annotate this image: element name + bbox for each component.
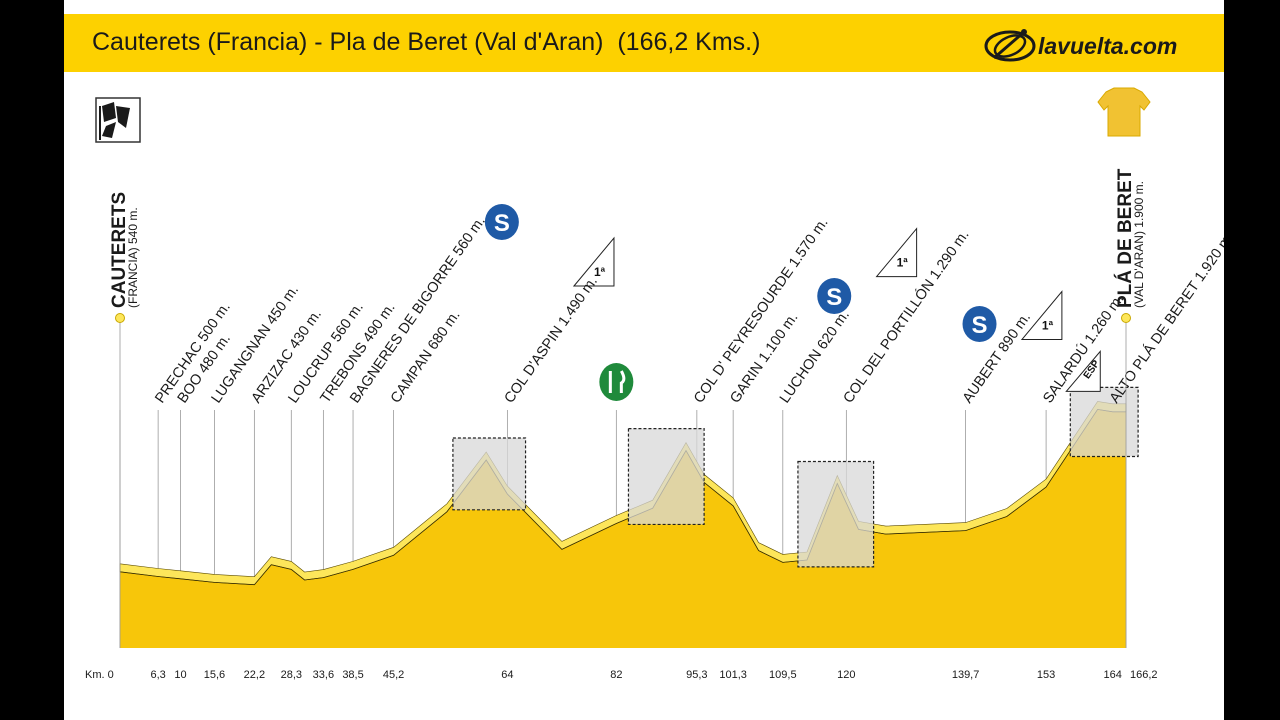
stage-profile-frame: Cauterets (Francia) - Pla de Beret (Val … xyxy=(64,0,1224,720)
sprint-badge-circle xyxy=(484,204,519,240)
sprint-badge-label: S xyxy=(972,312,988,339)
tick-label: 95,3 xyxy=(686,669,707,681)
sprint-badge-label: S xyxy=(494,210,510,237)
tick-label: 64 xyxy=(501,669,513,681)
climb-zone-box xyxy=(797,460,875,568)
finish-alt: (VAL D'ARAN) 1.900 m. xyxy=(1132,181,1146,308)
tick-label: 45,2 xyxy=(383,669,404,681)
climb-category-label: 1ª xyxy=(897,256,909,270)
start-marker xyxy=(115,313,125,323)
sprint-badge-icon: S xyxy=(962,306,997,342)
sprint-badge-label: S xyxy=(826,284,842,311)
finish-marker xyxy=(1121,313,1131,323)
climb-category-tag: 1ª xyxy=(875,227,918,278)
sprint-badge-icon: S xyxy=(817,278,852,314)
cycling-logo-icon xyxy=(984,29,1036,62)
tick-label: 10 xyxy=(174,669,186,681)
place-label: COL D'ASPIN 1.490 m. xyxy=(502,274,601,406)
tick-label: 153 xyxy=(1037,669,1055,681)
profile-area xyxy=(120,409,1126,648)
knife-icon xyxy=(619,370,626,393)
climb-category-triangle xyxy=(1020,290,1063,341)
tick-label: 101,3 xyxy=(719,669,747,681)
tick-label: 15,6 xyxy=(204,669,225,681)
tick-label: 6,3 xyxy=(150,669,165,681)
climb-category-tag: 1ª xyxy=(572,236,615,287)
tick-label: 166,2 xyxy=(1130,669,1158,681)
tick-label: 28,3 xyxy=(281,669,302,681)
tick-label: 38,5 xyxy=(342,669,363,681)
feed-zone-circle xyxy=(599,363,634,401)
sprint-badge-icon: S xyxy=(484,204,519,240)
start-flag-icon xyxy=(95,97,141,143)
climb-category-triangle xyxy=(1065,350,1101,392)
climb-category-triangle xyxy=(572,236,615,287)
tick-label: 22,2 xyxy=(244,669,265,681)
climb-category-triangle xyxy=(875,227,918,278)
climb-zone-box xyxy=(627,427,705,526)
tick-label: Km. 0 xyxy=(85,669,114,681)
climb-category-tag: ESP xyxy=(1065,350,1102,392)
brand-text: lavuelta.com xyxy=(1038,33,1178,59)
climb-zone-box xyxy=(1069,386,1139,458)
sprint-badge-circle xyxy=(817,278,852,314)
brand-logo[interactable]: lavuelta.com xyxy=(984,22,1204,66)
header-bar: Cauterets (Francia) - Pla de Beret (Val … xyxy=(64,14,1224,72)
sprint-badge-circle xyxy=(962,306,997,342)
finish-name: PLÁ DE BERET xyxy=(1114,168,1136,308)
tick-label: 33,6 xyxy=(313,669,334,681)
start-name: CAUTERETS xyxy=(109,192,130,308)
climb-category-label: 1ª xyxy=(594,265,606,279)
tick-label: 109,5 xyxy=(769,669,797,681)
climb-zone-box xyxy=(452,437,527,511)
climb-category-label: 1ª xyxy=(1042,319,1054,333)
tick-label: 139,7 xyxy=(952,669,980,681)
climb-category-tag: 1ª xyxy=(1020,290,1063,341)
tick-label: 82 xyxy=(610,669,622,681)
start-alt: (FRANCIA) 540 m. xyxy=(126,207,140,308)
stage-title: Cauterets (Francia) - Pla de Beret (Val … xyxy=(92,28,761,56)
place-label: COL D' PEYRESOURDE 1.570 m. xyxy=(691,215,832,406)
tick-label: 120 xyxy=(837,669,855,681)
leader-jersey-icon xyxy=(1097,87,1151,137)
tick-label: 164 xyxy=(1104,669,1122,681)
feed-zone-icon xyxy=(599,363,634,401)
